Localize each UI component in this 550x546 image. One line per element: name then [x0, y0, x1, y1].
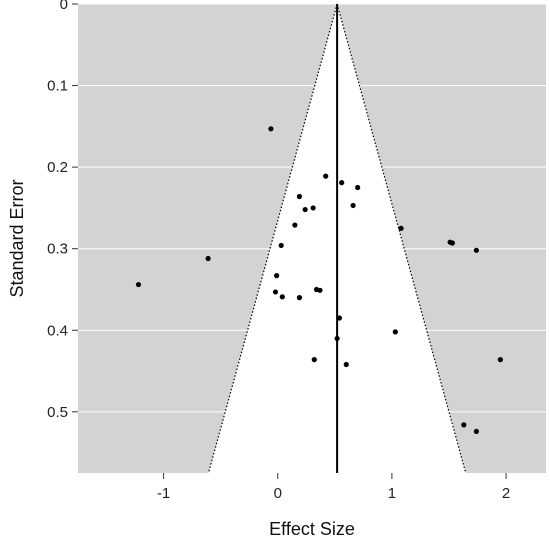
- data-point: [473, 428, 479, 435]
- x-tick-label: 1: [388, 485, 396, 502]
- data-point: [343, 361, 349, 368]
- x-axis-title: Effect Size: [269, 519, 355, 539]
- data-point: [350, 202, 356, 209]
- x-tick-label: -1: [157, 485, 170, 502]
- data-point: [317, 287, 323, 293]
- y-tick-label: 0.1: [47, 78, 68, 95]
- data-point: [398, 225, 404, 231]
- data-point: [449, 240, 455, 246]
- x-tick-label: 0: [274, 485, 282, 502]
- data-point: [135, 281, 142, 288]
- data-point: [296, 295, 303, 301]
- data-point: [311, 357, 317, 363]
- data-point: [296, 193, 303, 200]
- data-point: [302, 206, 308, 213]
- y-tick-label: 0.5: [47, 404, 68, 421]
- data-point: [339, 180, 345, 186]
- data-point: [461, 422, 467, 428]
- data-point: [274, 273, 280, 279]
- y-tick-label: 0.4: [47, 322, 68, 339]
- y-tick-label: 0.2: [47, 159, 68, 176]
- data-point: [497, 357, 503, 363]
- data-point: [205, 255, 211, 262]
- data-point: [392, 329, 398, 335]
- data-point: [473, 247, 479, 253]
- study-points: [135, 126, 503, 435]
- y-tick-label: 0.3: [47, 241, 68, 258]
- y-axis-title: Standard Error: [7, 179, 27, 297]
- funnel-right-boundary: [336, 3, 467, 474]
- x-axis: -1 0 1 2: [157, 473, 510, 502]
- data-point: [268, 126, 274, 132]
- data-point: [355, 184, 361, 191]
- data-point: [272, 289, 279, 295]
- data-point: [323, 173, 329, 179]
- data-point: [278, 242, 284, 249]
- funnel-left-boundary: [207, 3, 338, 474]
- data-point: [279, 294, 285, 300]
- data-point: [334, 335, 340, 342]
- x-tick-label: 2: [502, 485, 510, 502]
- y-axis: 0 0.1 0.2 0.3 0.4 0.5: [47, 0, 78, 421]
- data-point: [292, 222, 298, 228]
- data-point: [336, 315, 342, 321]
- y-tick-label: 0: [60, 0, 68, 13]
- data-point: [310, 205, 316, 211]
